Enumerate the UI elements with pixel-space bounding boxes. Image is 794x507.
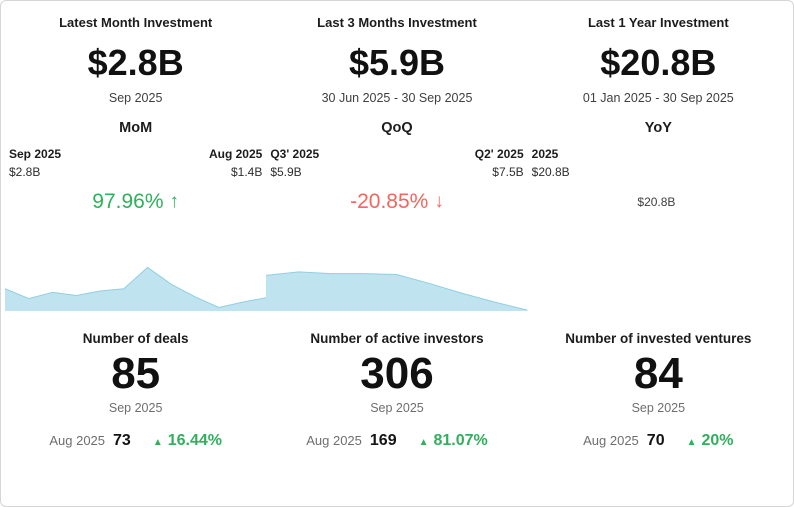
card-number-of-invested-ventures: Number of invested ventures 84 Sep 2025 … [528, 317, 789, 502]
change-percentage: ▲ 16.44% [153, 432, 222, 450]
card-period: Sep 2025 [631, 401, 686, 416]
up-triangle-icon: ▲ [418, 437, 429, 449]
card-number-of-active-investors: Number of active investors 306 Sep 2025 … [266, 317, 527, 502]
card-period: 30 Jun 2025 - 30 Sep 2025 [321, 91, 473, 105]
up-arrow-icon: ↑ [169, 191, 180, 212]
card-last-1-year-investment: Last 1 Year Investment $20.8B 01 Jan 202… [528, 5, 789, 317]
current-period-value: $5.9B [270, 165, 302, 179]
change-value: -20.85% [350, 190, 429, 213]
change-value: 81.07% [433, 432, 488, 450]
current-period-cell: Q3' 2025 $5.9B [270, 147, 319, 179]
card-last-3-months-investment: Last 3 Months Investment $5.9B 30 Jun 20… [266, 5, 528, 317]
previous-comparison: Aug 2025 73 ▲ 16.44% [49, 432, 222, 450]
card-title: Last 3 Months Investment [317, 15, 477, 30]
current-period-label: 2025 [531, 147, 559, 161]
sparkline-chart[interactable] [266, 265, 528, 311]
comparison-table: Q3' 2025 $5.9B Q2' 2025 $7.5B [266, 147, 527, 179]
card-period: Sep 2025 [108, 91, 163, 105]
current-period-cell: 2025 $20.8B [532, 147, 570, 179]
comparison-table: Sep 2025 $2.8B Aug 2025 $1.4B [5, 147, 266, 179]
change-value: 97.96% [92, 190, 164, 213]
card-title: Number of deals [82, 331, 189, 346]
current-period-value: $20.8B [531, 165, 570, 179]
sparkline-chart[interactable] [5, 265, 267, 311]
comparison-table: 2025 $20.8B [528, 147, 789, 179]
previous-period-label: Q2' 2025 [474, 147, 524, 161]
previous-period-value: $1.4B [230, 165, 263, 179]
previous-period-value: 73 [113, 432, 131, 450]
card-title: Number of invested ventures [565, 331, 752, 346]
change-percentage: -20.85% ↓ [350, 188, 444, 216]
previous-period-label: Aug 2025 [583, 433, 639, 449]
down-arrow-icon: ↓ [434, 191, 444, 212]
previous-period-value: 70 [646, 432, 665, 450]
card-value: 84 [633, 349, 683, 398]
previous-comparison: Aug 2025 169 ▲ 81.07% [306, 432, 488, 450]
previous-period-value: 169 [369, 432, 397, 450]
card-value: 85 [111, 349, 161, 398]
card-period: Sep 2025 [108, 401, 163, 416]
previous-period-cell: Q2' 2025 $7.5B [475, 147, 524, 179]
sparkline-chart[interactable] [528, 265, 789, 311]
previous-period-label: Aug 2025 [208, 147, 263, 161]
comparison-label: MoM [119, 120, 153, 136]
comparison-label: QoQ [381, 120, 413, 136]
previous-comparison: Aug 2025 70 ▲ 20% [583, 432, 733, 450]
previous-period-cell: Aug 2025 $1.4B [209, 147, 262, 179]
change-percentage: ▲ 81.07% [419, 432, 488, 450]
card-value: $20.8B [600, 42, 717, 83]
current-period-value: $2.8B [9, 165, 41, 179]
card-value: $5.9B [348, 42, 446, 83]
card-title: Number of active investors [310, 331, 484, 346]
card-latest-month-investment: Latest Month Investment $2.8B Sep 2025 M… [5, 5, 267, 317]
current-period-cell: Sep 2025 $2.8B [9, 147, 61, 179]
comparison-label: YoY [644, 120, 672, 136]
previous-period-value: $7.5B [492, 165, 524, 179]
card-value: 306 [360, 349, 434, 398]
change-value: 20% [701, 432, 734, 450]
card-period: Sep 2025 [370, 401, 424, 416]
previous-period-label: Aug 2025 [306, 433, 362, 449]
data-point-label: $20.8B [528, 188, 789, 216]
card-value: $2.8B [87, 42, 184, 83]
point-value: $20.8B [637, 195, 676, 209]
change-value: 16.44% [167, 432, 222, 450]
up-triangle-icon: ▲ [686, 437, 697, 449]
card-title: Latest Month Investment [59, 15, 213, 30]
current-period-label: Sep 2025 [9, 147, 62, 161]
card-number-of-deals: Number of deals 85 Sep 2025 Aug 2025 73 … [5, 317, 266, 502]
card-period: 01 Jan 2025 - 30 Sep 2025 [582, 91, 734, 105]
up-triangle-icon: ▲ [152, 437, 163, 449]
card-title: Last 1 Year Investment [587, 15, 729, 30]
current-period-label: Q3' 2025 [270, 147, 320, 161]
previous-period-label: Aug 2025 [49, 433, 106, 449]
change-percentage: 97.96% ↑ [92, 188, 179, 216]
change-percentage: ▲ 20% [687, 432, 734, 450]
